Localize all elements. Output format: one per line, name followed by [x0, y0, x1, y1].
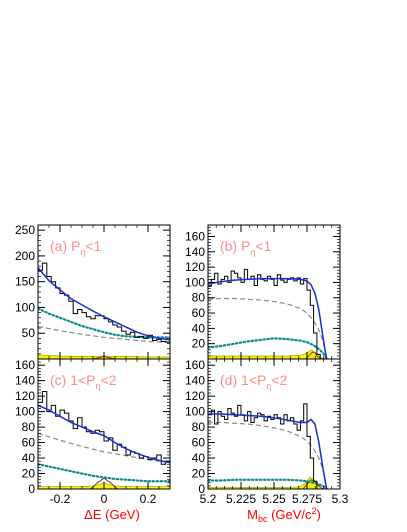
y-tick-label: 250 — [15, 223, 35, 237]
panel-label-c: (c) 1<Pη<2 — [50, 372, 117, 391]
y-tick-label: 80 — [22, 420, 36, 434]
y-tick-label: 100 — [185, 405, 205, 419]
y-tick-label: 120 — [185, 389, 205, 403]
y-tick-label: 20 — [22, 467, 36, 481]
y-tick-label: 140 — [185, 374, 205, 388]
data-histogram-b — [208, 268, 340, 359]
y-tick-label: 40 — [192, 321, 206, 335]
x-tick-label: 5.2 — [200, 492, 217, 506]
fit-curve-a — [38, 267, 170, 341]
y-tick-label: 40 — [192, 451, 206, 465]
y-tick-label: 20 — [192, 467, 206, 481]
y-tick-label: 160 — [15, 358, 35, 372]
y-tick-label: 100 — [15, 300, 35, 314]
x-tick-label: 0 — [101, 492, 108, 506]
y-tick-label: 40 — [22, 451, 36, 465]
y-tick-label: 20 — [192, 337, 206, 351]
dotted-curve-d — [208, 478, 328, 489]
fit-curve-d — [208, 413, 328, 489]
fit-curve-b — [208, 277, 328, 359]
y-tick-label: 80 — [192, 291, 206, 305]
x-tick-label: -0.2 — [50, 492, 71, 506]
plot-area-d — [208, 403, 340, 489]
dotted-curve-a — [38, 307, 170, 339]
plot-area-a — [38, 262, 170, 359]
x-tick-label: 0.2 — [140, 492, 157, 506]
y-tick-label: 80 — [192, 420, 206, 434]
y-tick-label: 60 — [192, 436, 206, 450]
panel-label-d: (d) 1<Pη<2 — [220, 372, 288, 391]
x-axis-title-mbc: Mbc (GeV/c2) — [247, 506, 321, 524]
y-tick-label: 150 — [15, 275, 35, 289]
y-tick-label: 60 — [22, 436, 36, 450]
y-tick-label: 50 — [22, 326, 36, 340]
fit-curve-c — [38, 404, 170, 464]
x-tick-label: 5.25 — [262, 492, 286, 506]
yellow-fill-area-b — [208, 349, 327, 359]
data-histogram-d — [208, 403, 340, 489]
y-tick-label: 140 — [185, 245, 205, 259]
signal-curve-b — [305, 351, 322, 359]
x-tick-label: 5.3 — [332, 492, 349, 506]
y-tick-label: 160 — [185, 229, 205, 243]
y-tick-label: 0 — [28, 482, 35, 496]
x-tick-label: 5.225 — [226, 492, 256, 506]
y-tick-label: 200 — [15, 249, 35, 263]
y-tick-label: 160 — [185, 358, 205, 372]
y-tick-label: 100 — [185, 275, 205, 289]
x-tick-label: 5.275 — [292, 492, 322, 506]
dashed-curve-b — [208, 297, 328, 359]
panel-label-a: (a) Pη<1 — [50, 238, 102, 257]
y-tick-label: 0 — [198, 482, 205, 496]
y-tick-label: 120 — [15, 389, 35, 403]
panel-a: 50 100 150 200 250 (a) Pη<1 — [15, 223, 171, 360]
plot-area-b — [208, 268, 340, 359]
dashed-curve-a — [38, 325, 170, 344]
dotted-curve-c — [38, 463, 170, 483]
panel-label-b: (b) Pη<1 — [220, 238, 272, 257]
dotted-curve-b — [208, 337, 328, 359]
y-tick-label: 140 — [15, 374, 35, 388]
data-histogram-c — [38, 391, 170, 465]
data-histogram-a — [38, 262, 170, 343]
y-tick-label: 60 — [192, 306, 206, 320]
x-axis-title-delta-e: ΔE (GeV) — [84, 507, 140, 522]
plot-area-c — [38, 391, 170, 489]
signal-curve-d — [302, 479, 324, 489]
y-tick-label: 100 — [15, 405, 35, 419]
y-tick-label: 120 — [185, 260, 205, 274]
dashed-curve-d — [208, 421, 328, 489]
